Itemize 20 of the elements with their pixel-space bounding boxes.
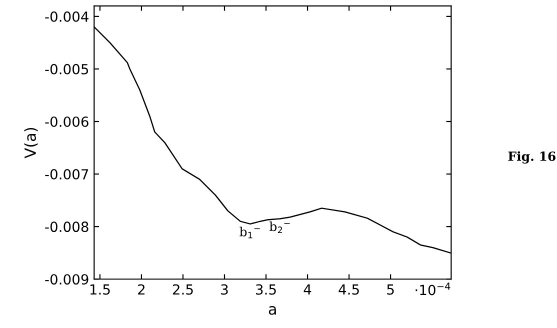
x-tick-label: 4.5 [338,284,359,295]
x-tick-label: 1.5 [90,284,110,295]
x-tick-label: 3 [221,284,228,295]
y-tick-label: -0.005 [45,64,88,74]
y-axis-title: V(a) [24,128,38,158]
x-tick-label: 2.5 [172,284,193,295]
annotation: b$_{2}$$^{−}$ [270,221,290,234]
y-tick-label: -0.006 [45,116,88,127]
text: ·10$^{−4}$ [416,282,450,296]
x-tick-label: 5 [387,284,394,295]
x-tick-label: 3.5 [256,284,276,295]
x-tick-label: 2 [138,284,144,295]
x-axis-title: a [268,306,276,315]
y-tick-label: -0.009 [45,274,88,285]
x-tick-label: 4 [304,284,312,295]
annotation: b$_{1}$$^{−}$ [240,226,260,238]
caption: Fig. 16 [508,151,556,164]
y-tick-label: -0.004 [45,11,88,22]
y-tick-label: -0.008 [45,222,88,232]
y-tick-label: -0.007 [45,169,88,180]
